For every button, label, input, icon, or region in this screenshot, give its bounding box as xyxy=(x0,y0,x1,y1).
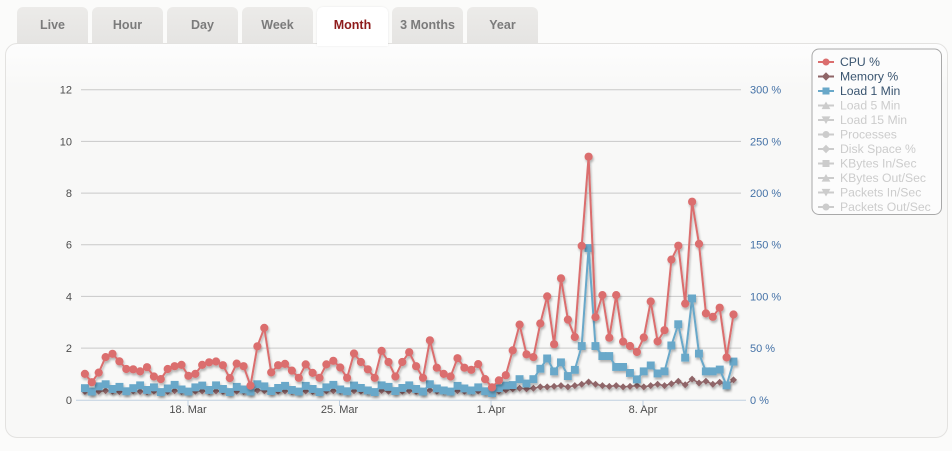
svg-text:25. Mar: 25. Mar xyxy=(321,404,359,416)
svg-text:200 %: 200 % xyxy=(750,188,781,200)
svg-text:1. Apr: 1. Apr xyxy=(477,404,506,416)
svg-text:18. Mar: 18. Mar xyxy=(169,404,207,416)
svg-text:Load 5 Min: Load 5 Min xyxy=(840,99,900,113)
svg-text:0 %: 0 % xyxy=(750,395,769,407)
svg-text:250 %: 250 % xyxy=(750,136,781,148)
svg-text:2: 2 xyxy=(66,343,72,355)
svg-text:Packets In/Sec: Packets In/Sec xyxy=(840,186,921,200)
svg-text:4: 4 xyxy=(66,291,72,303)
svg-text:150 %: 150 % xyxy=(750,240,781,252)
svg-text:Processes: Processes xyxy=(840,128,897,142)
svg-text:Load 15 Min: Load 15 Min xyxy=(840,113,907,127)
svg-text:6: 6 xyxy=(66,240,72,252)
svg-text:300 %: 300 % xyxy=(750,85,781,97)
svg-text:12: 12 xyxy=(60,85,72,97)
svg-text:Packets Out/Sec: Packets Out/Sec xyxy=(840,200,931,214)
svg-text:Load 1 Min: Load 1 Min xyxy=(840,84,900,98)
svg-text:KBytes Out/Sec: KBytes Out/Sec xyxy=(840,171,926,185)
svg-text:KBytes In/Sec: KBytes In/Sec xyxy=(840,157,917,171)
svg-text:Disk Space %: Disk Space % xyxy=(840,142,916,156)
svg-text:Memory %: Memory % xyxy=(840,70,898,84)
svg-text:8: 8 xyxy=(66,188,72,200)
svg-text:10: 10 xyxy=(60,136,72,148)
svg-text:CPU %: CPU % xyxy=(840,55,880,69)
svg-text:8. Apr: 8. Apr xyxy=(629,404,658,416)
svg-text:50 %: 50 % xyxy=(750,343,775,355)
svg-text:100 %: 100 % xyxy=(750,291,781,303)
svg-text:0: 0 xyxy=(66,395,72,407)
